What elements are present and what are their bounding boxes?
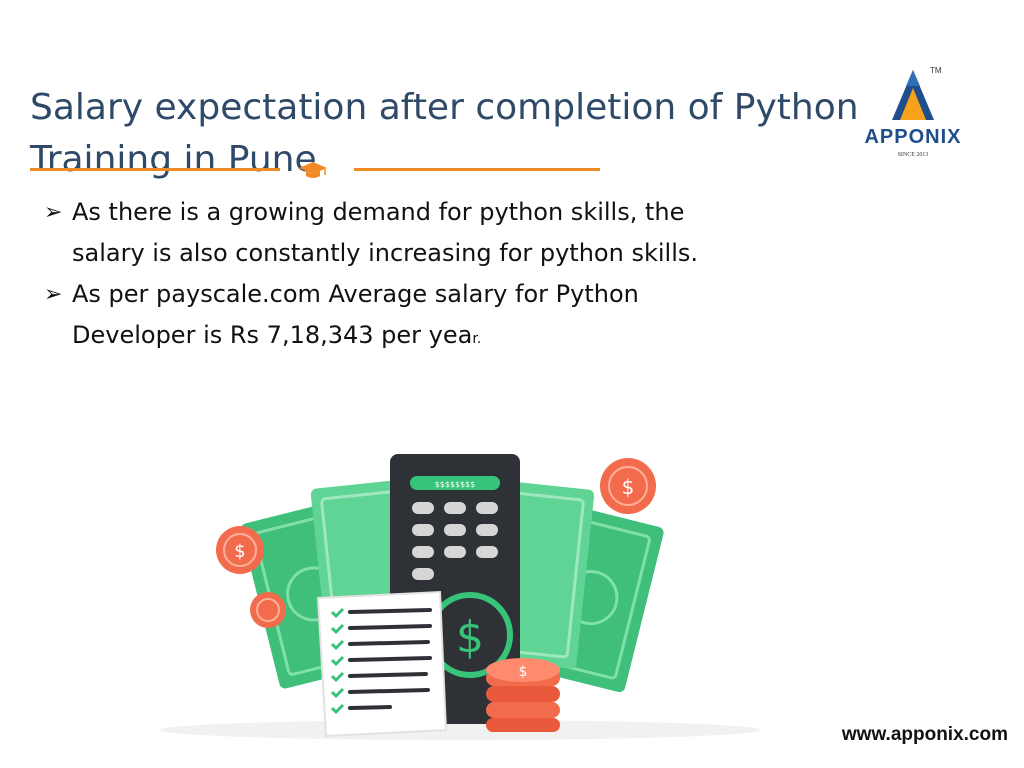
checklist-icon <box>316 590 448 738</box>
slide-title-line2: Training in Pune <box>30 139 317 181</box>
title-underline-left <box>30 168 280 171</box>
bullet-list: ➢ As there is a growing demand for pytho… <box>44 192 804 360</box>
arrow-bullet-icon: ➢ <box>44 282 63 307</box>
bullet-text-line1: As per payscale.com Average salary for P… <box>72 280 639 308</box>
bullet-text-tail: r. <box>472 331 482 347</box>
graduation-cap-icon <box>299 162 327 178</box>
bullet-text-line2: salary is also constantly increasing for… <box>72 239 698 267</box>
logo-since: SINCE 2013 <box>897 152 929 158</box>
coin-icon: $ <box>600 458 656 514</box>
logo-trademark: TM <box>930 66 942 75</box>
coin-stack-icon: $ <box>486 658 560 732</box>
bullet-item: ➢ As there is a growing demand for pytho… <box>44 192 804 274</box>
svg-text:$: $ <box>456 612 484 663</box>
coin-icon <box>250 592 286 628</box>
coin-icon: $ <box>216 526 264 574</box>
footer-website: www.apponix.com <box>841 724 1008 745</box>
calculator-display: $$$$$$$$ <box>435 480 476 489</box>
logo-wordmark: APPONIX <box>864 126 962 148</box>
svg-text:$: $ <box>234 541 245 562</box>
svg-text:$: $ <box>519 664 528 680</box>
title-underline-right <box>354 168 600 171</box>
apponix-logo-icon <box>892 70 934 120</box>
salary-illustration: $$$$$$$$ $ $ <box>160 454 760 740</box>
arrow-bullet-icon: ➢ <box>44 200 63 225</box>
svg-text:$: $ <box>622 475 635 499</box>
slide-title: Salary expectation after completion of P… <box>30 82 890 186</box>
bullet-text-line1: As there is a growing demand for python … <box>72 198 685 226</box>
slide-title-line1: Salary expectation after completion of P… <box>30 87 859 129</box>
bullet-item: ➢ As per payscale.com Average salary for… <box>44 274 804 360</box>
shadow <box>160 720 760 740</box>
bullet-text-line2: Developer is Rs 7,18,343 per yea <box>72 321 473 349</box>
